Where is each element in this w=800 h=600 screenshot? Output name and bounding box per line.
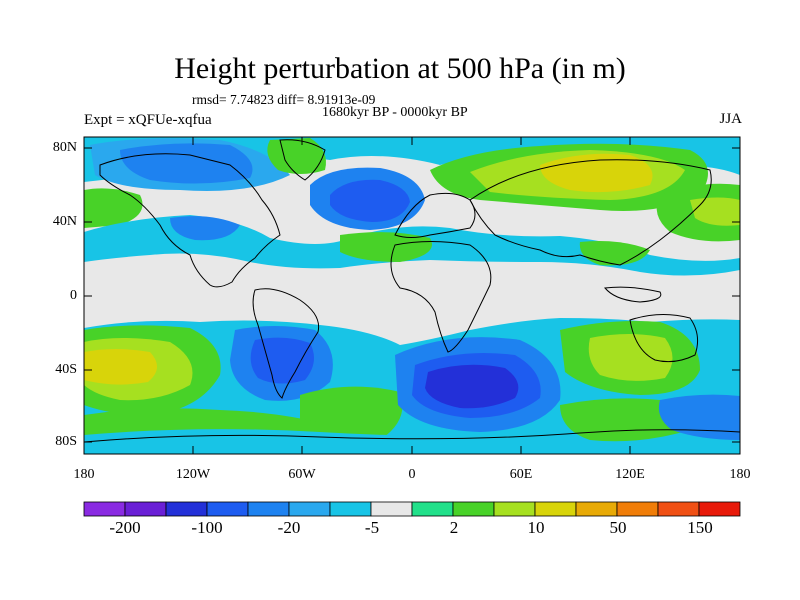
region-australia-yellowgreen: [588, 334, 673, 381]
colorbar-box-14: [616, 501, 659, 517]
colorbar-box-12: [534, 501, 577, 517]
colorbar-label-6: 10: [527, 518, 545, 537]
lon-label-180w: 180: [73, 467, 95, 482]
region-south-america-deepblue: [250, 337, 314, 384]
region-asia-green: [579, 241, 650, 266]
coast-antarctica: [84, 429, 740, 443]
lon-label-180e: 180: [729, 467, 751, 482]
colorbar-label-8: 150: [687, 518, 713, 537]
colorbar-box-8: [370, 501, 413, 517]
coast-north-america: [99, 153, 281, 288]
lat-ticks: [84, 147, 740, 443]
coast-indonesia: [604, 286, 662, 303]
coast-asia: [469, 159, 712, 266]
lon-label-0: 0: [408, 467, 416, 482]
season-label: JJA: [719, 111, 742, 127]
colorbar-box-11: [493, 501, 536, 517]
coastlines: [84, 139, 740, 443]
colorbar-box-15: [657, 501, 700, 517]
lon-ticks: [83, 137, 741, 454]
region-south-indian-core: [425, 364, 519, 409]
colorbar-label-2: -100: [191, 518, 223, 537]
colorbar-box-9: [411, 501, 454, 517]
region-atlantic-green: [340, 232, 432, 262]
region-canada-deepblue: [120, 143, 253, 184]
lat-label-80n: 80N: [52, 140, 77, 155]
region-iceland-low-core: [330, 179, 410, 222]
lat-label-40n: 40N: [52, 214, 77, 229]
colorbar-box-7: [329, 501, 372, 517]
period-text: 1680kyr BP - 0000kyr BP: [322, 105, 468, 120]
region-antarctic-blue: [658, 394, 740, 440]
colorbar-box-3: [165, 501, 208, 517]
lat-label-40s: 40S: [55, 362, 77, 377]
lon-label-120w: 120W: [175, 467, 211, 482]
coast-australia: [629, 314, 699, 363]
colorbar-box-1: [83, 501, 126, 517]
lat-label-80s: 80S: [55, 434, 77, 449]
colorbar-box-13: [575, 501, 618, 517]
lon-label-120e: 120E: [615, 467, 645, 482]
colorbar-label-4: -5: [364, 518, 380, 537]
coast-south-america: [252, 288, 320, 399]
colorbar-box-6: [288, 501, 331, 517]
lat-label-0: 0: [70, 288, 77, 303]
colorbar-label-3: -20: [277, 518, 301, 537]
colorbar-label-7: 50: [609, 518, 627, 537]
colorbar-label-1: -200: [109, 518, 141, 537]
stats-text: rmsd= 7.74823 diff= 8.91913e-09: [192, 92, 376, 107]
map-title: Height perturbation at 500 hPa (in m): [174, 52, 626, 85]
experiment-label: Expt = xQFUe-xqfua: [84, 112, 212, 128]
colorbar-box-5: [247, 501, 290, 517]
region-pacific-north-green: [84, 188, 143, 228]
region-south-pacific-yellow: [84, 349, 158, 385]
colorbar-box-10: [452, 501, 495, 517]
coast-africa: [390, 241, 492, 353]
lon-label-60w: 60W: [288, 467, 316, 482]
colorbar-box-4: [206, 501, 249, 517]
coast-europe: [394, 192, 476, 238]
region-pacific-midlat-blue: [170, 216, 240, 241]
coast-greenland: [279, 139, 326, 181]
region-northwest-pacific-yellowgreen: [690, 197, 740, 226]
colorbar-label-5: 2: [449, 518, 459, 537]
lon-label-60e: 60E: [509, 467, 533, 482]
colorbar-box-16: [698, 501, 741, 517]
colorbar-box-2: [124, 501, 167, 517]
contour-field: [84, 137, 740, 454]
colorbar: [83, 501, 741, 517]
